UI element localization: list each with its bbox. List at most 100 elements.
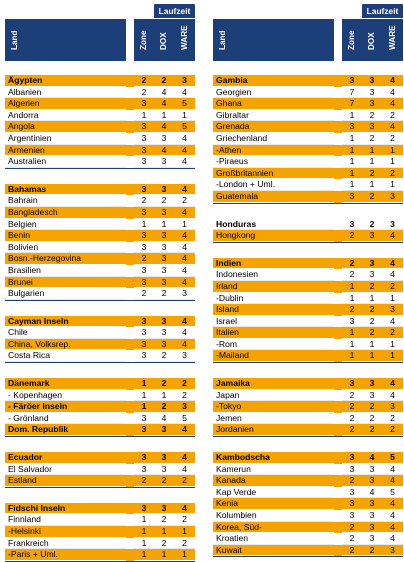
ware-value: 4 — [174, 503, 195, 515]
ware-value: 4 — [382, 533, 403, 545]
dox-value: 3 — [154, 424, 174, 437]
ware-value: 2 — [382, 327, 403, 339]
zone-value: 3 — [134, 207, 154, 219]
ware-value: 5 — [174, 98, 195, 110]
table-row: -Tokyo 2 2 3 — [213, 401, 403, 413]
ware-value: 2 — [174, 475, 195, 487]
ware-value: 3 — [382, 191, 403, 203]
zone-value: 3 — [134, 265, 154, 277]
table-row: Benin 3 3 4 — [5, 230, 195, 242]
country-name: Armenien — [5, 145, 126, 157]
zone-value: 3 — [134, 350, 154, 363]
table-row: Albanien 2 4 4 — [5, 86, 195, 99]
zone-value: 2 — [342, 413, 362, 425]
zone-value: 1 — [342, 327, 362, 339]
zone-value: 3 — [342, 510, 362, 522]
ware-value: 4 — [382, 390, 403, 402]
zone-value: 2 — [342, 230, 362, 242]
zone-value: 2 — [342, 475, 362, 487]
country-name: Brunei — [5, 277, 126, 289]
table-row: El Salvador 3 3 4 — [5, 463, 195, 476]
ware-value: 4 — [382, 230, 403, 242]
table-row: Kanada 2 3 4 — [213, 475, 403, 487]
country-group: Indien 2 3 4 Indonesien 2 3 4 Irland 1 2 2 -Dublin 1 1… — [213, 257, 403, 364]
ware-value: 4 — [174, 133, 195, 145]
dox-value: 3 — [154, 230, 174, 242]
country-name: Bahamas — [5, 184, 126, 196]
table-row: Cayman Inseln 3 3 4 — [5, 315, 195, 328]
country-name: Guatemala — [213, 191, 334, 203]
dox-value: 3 — [154, 133, 174, 145]
ware-value: 3 — [174, 75, 195, 87]
zone-value: 2 — [342, 545, 362, 557]
dox-value: 2 — [362, 401, 382, 413]
table-row: Grenada 3 3 4 — [213, 121, 403, 133]
country-group: Jamaika 3 3 4 Japan 2 3 4 -Tokyo 2 2 3 Jemen 2 2 2 Jorda… — [213, 378, 403, 438]
dox-value: 4 — [154, 145, 174, 157]
dox-value: 3 — [362, 269, 382, 281]
country-name: Ägypten — [5, 75, 126, 87]
country-name: Georgien — [213, 87, 334, 99]
zone-value: 1 — [342, 168, 362, 180]
dox-value: 3 — [362, 390, 382, 402]
ware-value: 2 — [382, 413, 403, 425]
dox-value: 3 — [154, 316, 174, 328]
table-row: Angola 3 4 5 — [5, 121, 195, 133]
ware-value: 4 — [382, 510, 403, 522]
country-group: Cayman Inseln 3 3 4 Chile 3 3 4 China, Volksrep.… — [5, 315, 195, 364]
table-row: Bahamas 3 3 4 — [5, 183, 195, 196]
table-row: Dänemark 1 2 2 — [5, 378, 195, 390]
country-name: Indien — [213, 258, 334, 270]
country-name: Belgien — [5, 219, 126, 231]
zone-value: 3 — [134, 452, 154, 464]
dox-value: 3 — [154, 452, 174, 464]
country-name: Jamaika — [213, 378, 334, 390]
zone-value: 2 — [342, 304, 362, 316]
dox-value: 1 — [362, 339, 382, 351]
ware-value: 2 — [174, 195, 195, 207]
country-name: Japan — [213, 390, 334, 402]
zone-value: 1 — [342, 281, 362, 293]
country-name: Cayman Inseln — [5, 316, 126, 328]
ware-value: 1 — [174, 219, 195, 231]
zone-value: 2 — [134, 75, 154, 87]
table-row: Gibraltar 1 2 2 — [213, 109, 403, 122]
country-name: Finnland — [5, 514, 126, 526]
ware-value: 4 — [382, 121, 403, 133]
dox-value: 3 — [362, 533, 382, 545]
country-name: Gambia — [213, 75, 334, 87]
dox-value: 2 — [154, 538, 174, 550]
country-name: -Helsinki — [5, 526, 126, 538]
country-name: Ecuador — [5, 452, 126, 464]
ware-value: 3 — [382, 545, 403, 557]
country-name: Kolumbien — [213, 510, 334, 522]
table-row: Irland 1 2 2 — [213, 280, 403, 293]
table-row: Indonesien 2 3 4 — [213, 269, 403, 281]
dox-value: 3 — [362, 230, 382, 242]
ware-value: 2 — [174, 514, 195, 526]
laufzeit-header: Laufzeit — [362, 4, 403, 18]
country-name: Jordanien — [213, 424, 334, 437]
country-name: -Tokyo — [213, 401, 334, 413]
zone-value: 3 — [342, 121, 362, 133]
zone-value: 2 — [134, 87, 154, 99]
table-row: Kap Verde 3 4 5 — [213, 486, 403, 499]
column-header-row: Land Zone DOX WARE — [5, 19, 195, 61]
country-name: -London + Uml. — [213, 179, 334, 191]
table-row: Italien 1 2 2 — [213, 327, 403, 339]
zone-value: 7 — [342, 87, 362, 99]
dox-value: 1 — [362, 179, 382, 191]
country-name: -Mailand — [213, 350, 334, 363]
ware-value: 4 — [174, 145, 195, 157]
ware-value: 1 — [174, 526, 195, 538]
zone-value: 3 — [342, 75, 362, 87]
zone-value: 3 — [342, 378, 362, 390]
ware-value: 4 — [382, 87, 403, 99]
dox-value: 3 — [362, 98, 382, 110]
country-group: Bahamas 3 3 4 Bahrain 2 2 2 Bangladesch 3 3 4 Belgie… — [5, 183, 195, 301]
ware-value: 4 — [174, 339, 195, 351]
country-name: Algerien — [5, 98, 126, 110]
country-name: Italien — [213, 327, 334, 339]
dox-value: 1 — [362, 156, 382, 168]
zone-value: 1 — [342, 350, 362, 363]
